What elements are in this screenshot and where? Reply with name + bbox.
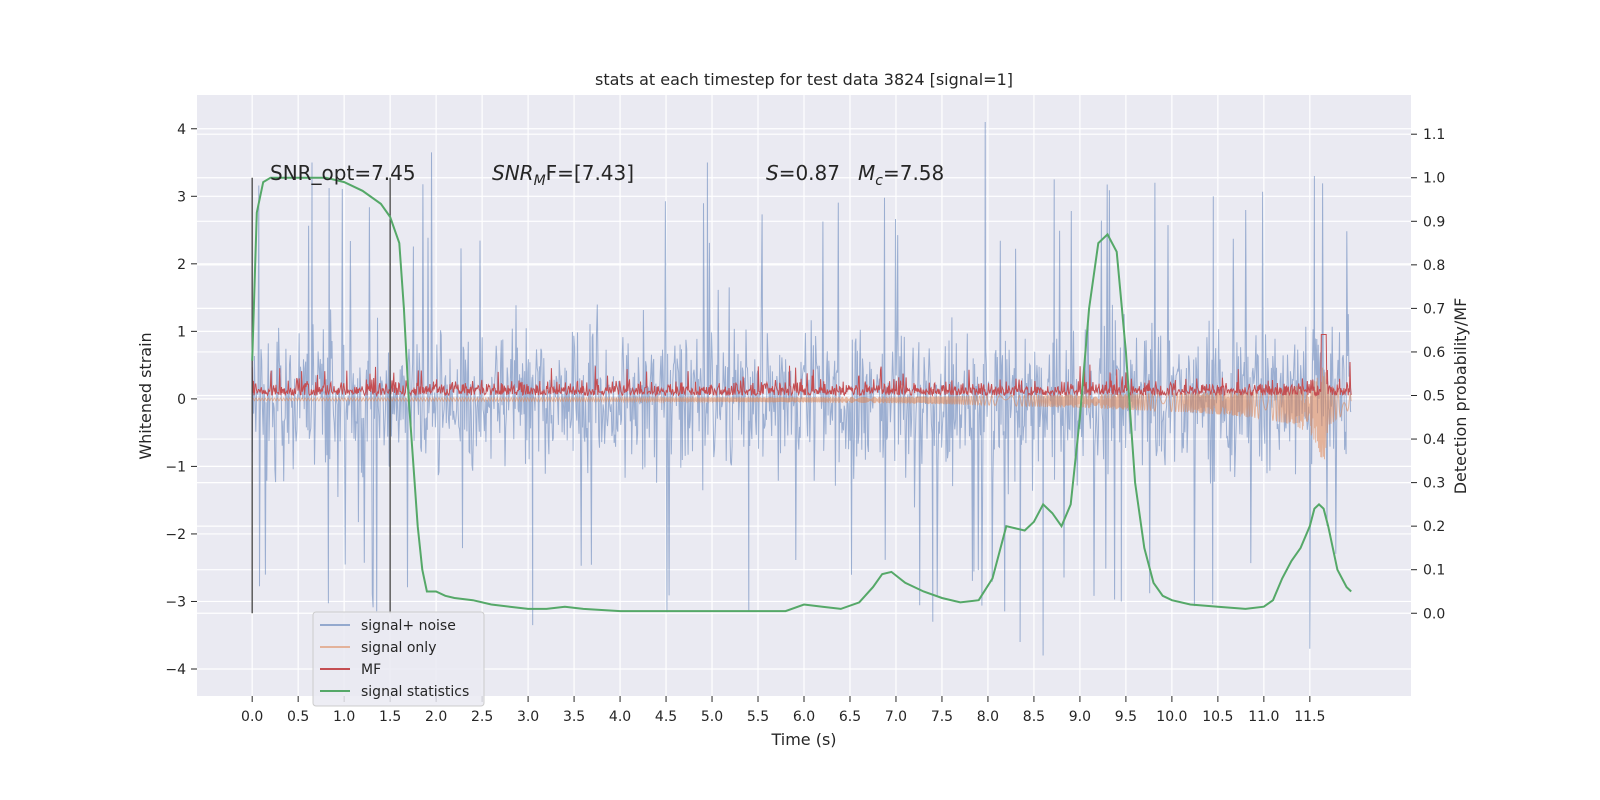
y-tick-label: −2 [165, 527, 186, 543]
x-tick-label: 9.5 [1115, 709, 1137, 725]
legend-label: signal+ noise [361, 618, 456, 634]
ticks-layer: 0.0 0.5 1.0 1.5 2.0 2.5 3.0 3.5 4.0 4.5 5.0 5.5 6.0 6… [165, 122, 1445, 725]
annotation-s: S=0.87 [766, 161, 840, 185]
x-tick-label: 5.5 [747, 709, 769, 725]
legend-label: signal statistics [361, 684, 469, 700]
x-tick-label: 3.0 [517, 709, 539, 725]
annotation-snr-opt: SNR_opt=7.45 [270, 161, 416, 185]
x-tick-label: 6.0 [793, 709, 815, 725]
annotation-mc-base: M [858, 161, 875, 185]
annotation-snr-mf: SNRMF=[7.43] [492, 161, 634, 189]
annotation-snr-mf-tail: F=[7.43] [546, 161, 634, 185]
y-tick-label: −3 [165, 594, 186, 610]
y2-tick-label: 0.0 [1423, 606, 1445, 622]
series-mf [251, 334, 1352, 398]
y2-tick-label: 0.1 [1423, 563, 1445, 579]
x-tick-label: 3.5 [563, 709, 585, 725]
annotation-s-tail: =0.87 [779, 161, 840, 185]
series-layer [251, 121, 1352, 656]
legend-label: signal only [361, 640, 436, 656]
y2-tick-label: 0.7 [1423, 301, 1445, 317]
annotation-s-base: S [766, 161, 779, 185]
y2-axis-title: Detection probability/MF [1451, 298, 1470, 495]
legend-label: MF [361, 662, 381, 678]
x-tick-label: 10.0 [1156, 709, 1187, 725]
x-tick-label: 0.5 [287, 709, 309, 725]
y2-tick-label: 0.5 [1423, 389, 1445, 405]
y-tick-label: 1 [177, 324, 186, 340]
annotation-snr-mf-sub: M [534, 173, 546, 189]
annotation-mc: Mc=7.58 [858, 161, 944, 189]
legend-item: signal only [320, 640, 436, 656]
legend-item: MF [320, 662, 381, 678]
x-tick-label: 0.0 [241, 709, 263, 725]
y-tick-label: 0 [177, 392, 186, 408]
y-tick-label: −4 [165, 662, 186, 678]
x-tick-label: 1.0 [333, 709, 355, 725]
legend: signal+ noise signal only MF signal stat… [312, 611, 485, 707]
legend-item: signal statistics [320, 684, 469, 700]
y2-tick-label: 0.9 [1423, 214, 1445, 230]
legend-item: signal+ noise [320, 618, 456, 634]
x-tick-label: 9.0 [1069, 709, 1091, 725]
y2-tick-label: 1.0 [1423, 171, 1445, 187]
x-tick-label: 4.0 [609, 709, 631, 725]
x-tick-label: 11.5 [1294, 709, 1325, 725]
chart-title: stats at each timestep for test data 382… [595, 70, 1013, 89]
x-tick-label: 4.5 [655, 709, 677, 725]
legend-box [312, 611, 485, 707]
x-tick-label: 8.5 [1023, 709, 1045, 725]
y2-tick-label: 0.2 [1423, 519, 1445, 535]
y-tick-label: 4 [177, 122, 186, 138]
x-tick-label: 2.5 [471, 709, 493, 725]
x-tick-label: 5.0 [701, 709, 723, 725]
x-tick-label: 10.5 [1202, 709, 1233, 725]
x-tick-label: 8.0 [977, 709, 999, 725]
annotation-snr-opt-text: SNR_opt=7.45 [270, 161, 416, 185]
x-tick-label: 1.5 [379, 709, 401, 725]
annotation-snr-mf-base: SNR [492, 161, 534, 185]
y-axis-title: Whitened strain [136, 332, 155, 459]
y2-tick-label: 0.6 [1423, 345, 1445, 361]
y-tick-label: 2 [177, 257, 186, 273]
x-tick-label: 2.0 [425, 709, 447, 725]
series-signal-statistics [251, 176, 1352, 613]
annotations: SNR_opt=7.45 SNRMF=[7.43] S=0.87 Mc=7.58 [270, 161, 944, 189]
y-tick-label: −1 [165, 459, 186, 475]
x-axis-title: Time (s) [770, 730, 836, 749]
annotation-mc-sub: c [875, 173, 883, 189]
y2-tick-label: 1.1 [1423, 127, 1445, 143]
x-tick-label: 6.5 [839, 709, 861, 725]
x-tick-label: 7.5 [931, 709, 953, 725]
annotation-mc-tail: =7.58 [883, 161, 944, 185]
y2-tick-label: 0.8 [1423, 258, 1445, 274]
x-tick-label: 7.0 [885, 709, 907, 725]
series-signal-noise [251, 121, 1352, 656]
y2-tick-label: 0.3 [1423, 476, 1445, 492]
x-tick-label: 11.0 [1248, 709, 1279, 725]
y2-tick-label: 0.4 [1423, 432, 1445, 448]
y-tick-label: 3 [177, 189, 186, 205]
